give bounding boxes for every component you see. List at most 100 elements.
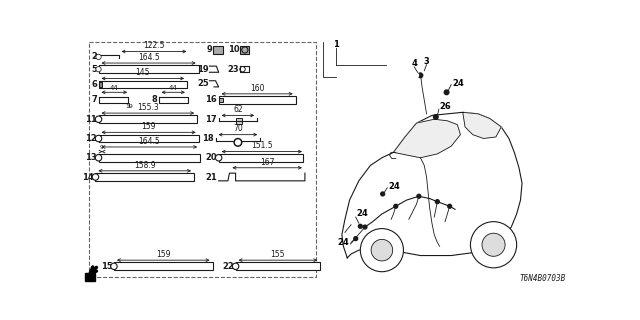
Bar xyxy=(240,46,250,54)
Bar xyxy=(99,116,197,123)
Text: 7: 7 xyxy=(92,95,97,105)
Polygon shape xyxy=(86,273,95,281)
Circle shape xyxy=(97,137,100,140)
Bar xyxy=(95,173,194,181)
Circle shape xyxy=(96,67,101,71)
Circle shape xyxy=(97,55,100,59)
Text: 151.5: 151.5 xyxy=(251,141,273,150)
Text: 15: 15 xyxy=(100,262,113,271)
Circle shape xyxy=(418,73,422,78)
Text: 14: 14 xyxy=(82,172,94,181)
Text: 20: 20 xyxy=(205,153,217,162)
Circle shape xyxy=(217,156,221,160)
Circle shape xyxy=(93,175,97,179)
Text: 9: 9 xyxy=(100,145,104,150)
Text: 23: 23 xyxy=(228,65,239,74)
Bar xyxy=(99,154,200,162)
Text: 62: 62 xyxy=(233,105,243,114)
Text: T6N4B0703B: T6N4B0703B xyxy=(519,274,565,283)
Text: 6: 6 xyxy=(91,80,97,89)
Circle shape xyxy=(363,225,367,229)
Polygon shape xyxy=(394,119,460,158)
Circle shape xyxy=(415,73,419,77)
Text: 164.5: 164.5 xyxy=(138,53,159,62)
Text: 11: 11 xyxy=(85,115,97,124)
Bar xyxy=(219,154,303,162)
Circle shape xyxy=(216,155,221,161)
Text: 164.5: 164.5 xyxy=(138,137,160,146)
Text: 26: 26 xyxy=(440,102,451,111)
Text: 158.9: 158.9 xyxy=(134,161,156,170)
Bar xyxy=(236,262,320,270)
Text: 24: 24 xyxy=(338,238,349,247)
Text: 24: 24 xyxy=(388,182,400,191)
Text: 44: 44 xyxy=(110,85,118,91)
Bar xyxy=(90,42,316,277)
Circle shape xyxy=(97,156,100,160)
Text: 17: 17 xyxy=(205,115,217,124)
Text: 155.3: 155.3 xyxy=(137,103,159,112)
Circle shape xyxy=(95,155,102,161)
Text: 122.5: 122.5 xyxy=(143,41,164,50)
Bar xyxy=(99,82,102,87)
Text: 12: 12 xyxy=(85,134,97,143)
Text: 8: 8 xyxy=(151,95,157,105)
Bar xyxy=(219,96,296,104)
Circle shape xyxy=(95,135,102,141)
Text: 19: 19 xyxy=(125,104,133,109)
Bar xyxy=(219,98,223,102)
Text: 18: 18 xyxy=(202,134,214,143)
Text: 159: 159 xyxy=(141,122,156,131)
Text: 10: 10 xyxy=(228,45,239,54)
Polygon shape xyxy=(463,112,501,139)
Text: 22: 22 xyxy=(222,262,234,271)
Polygon shape xyxy=(342,112,522,258)
Text: 2: 2 xyxy=(91,52,97,61)
Circle shape xyxy=(358,224,362,228)
Circle shape xyxy=(417,194,420,198)
Circle shape xyxy=(381,192,385,196)
Text: 3: 3 xyxy=(424,57,429,66)
Text: 9: 9 xyxy=(207,45,212,54)
Circle shape xyxy=(95,116,102,122)
Text: 24: 24 xyxy=(356,210,368,219)
Circle shape xyxy=(371,239,393,261)
Text: 159: 159 xyxy=(156,250,170,259)
Circle shape xyxy=(232,263,239,269)
Text: 1: 1 xyxy=(333,40,339,49)
Text: 5: 5 xyxy=(91,65,97,74)
Circle shape xyxy=(97,68,100,71)
Bar xyxy=(114,262,212,270)
Circle shape xyxy=(444,90,449,95)
Bar xyxy=(99,135,198,142)
Circle shape xyxy=(97,117,100,121)
Circle shape xyxy=(435,200,439,204)
Text: FR.: FR. xyxy=(84,275,96,280)
Circle shape xyxy=(111,263,117,269)
Circle shape xyxy=(394,204,397,208)
Text: 19: 19 xyxy=(197,65,209,74)
Circle shape xyxy=(234,264,237,268)
Text: 21: 21 xyxy=(205,172,217,181)
Circle shape xyxy=(96,55,101,59)
Text: 13: 13 xyxy=(85,153,97,162)
Text: 167: 167 xyxy=(260,158,275,167)
Circle shape xyxy=(354,237,358,241)
Text: 145: 145 xyxy=(136,68,150,77)
Text: 4: 4 xyxy=(412,59,417,68)
Circle shape xyxy=(433,115,438,119)
Text: 25: 25 xyxy=(197,78,209,88)
Text: 24: 24 xyxy=(452,78,465,88)
Bar xyxy=(213,46,223,54)
Bar xyxy=(99,81,187,88)
Text: 16: 16 xyxy=(205,95,217,105)
Circle shape xyxy=(234,139,242,146)
Circle shape xyxy=(360,228,403,272)
Bar xyxy=(236,118,242,124)
Text: 70: 70 xyxy=(233,124,243,133)
Bar xyxy=(99,65,198,73)
Text: 44: 44 xyxy=(169,85,178,91)
Circle shape xyxy=(482,233,505,256)
Circle shape xyxy=(112,264,116,268)
Circle shape xyxy=(92,174,99,180)
